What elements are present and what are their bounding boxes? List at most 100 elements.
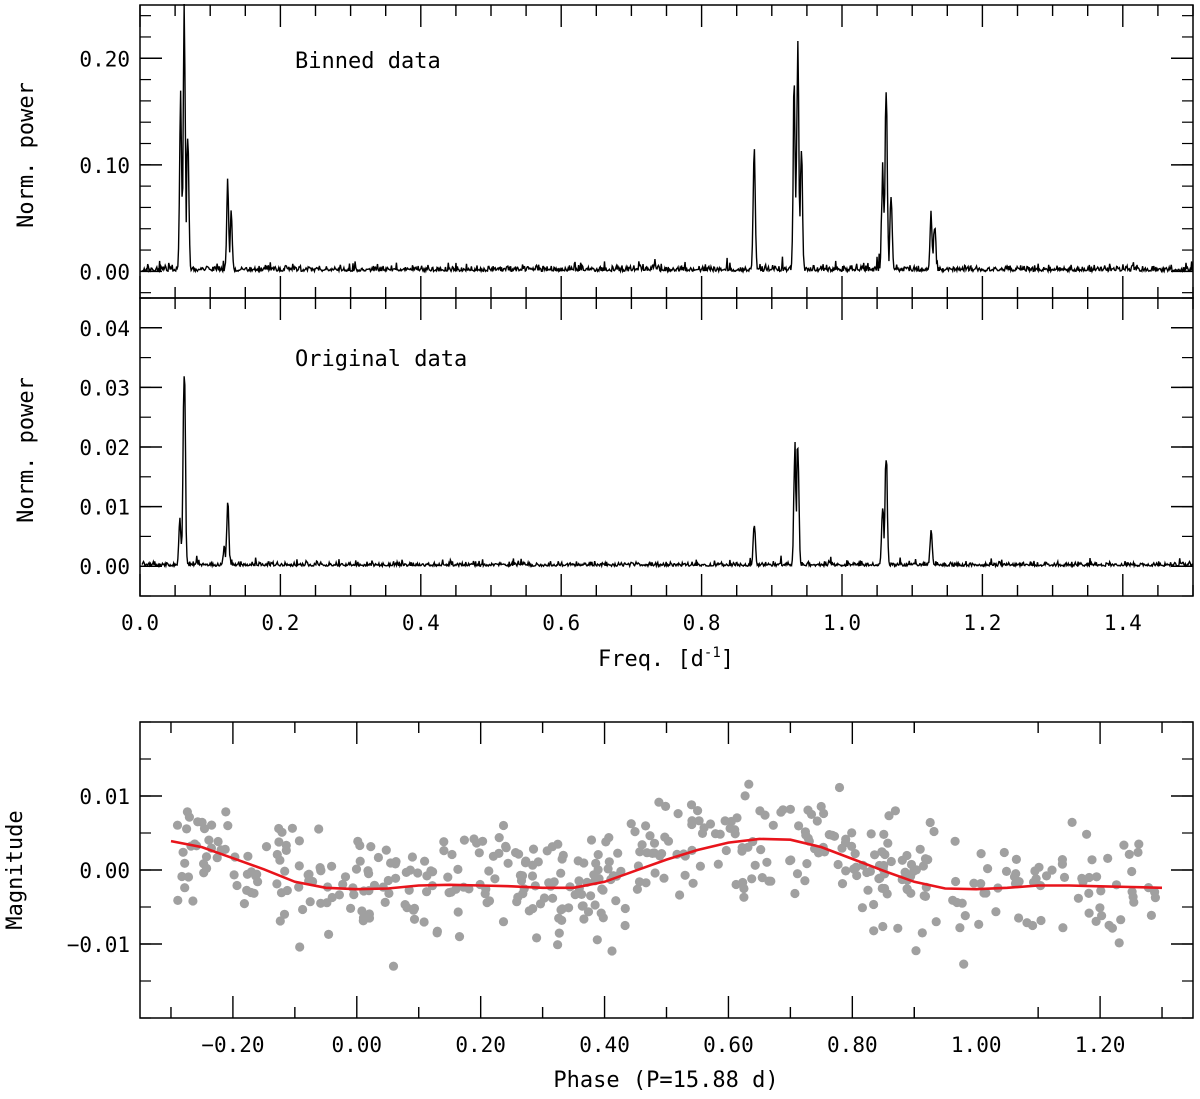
phase-point xyxy=(630,827,640,837)
phase-point xyxy=(850,849,860,859)
x-tick-label: 0.80 xyxy=(827,1033,878,1057)
phase-point xyxy=(553,940,563,950)
phase-point xyxy=(955,923,965,933)
phase-point xyxy=(1146,910,1156,921)
phase-point xyxy=(641,821,651,831)
middle-panel-ylabel: Norm. power xyxy=(14,377,39,523)
phase-point xyxy=(400,900,410,910)
phase-point xyxy=(357,906,367,916)
phase-point xyxy=(1150,893,1160,903)
phase-point xyxy=(713,859,723,869)
phase-point xyxy=(574,876,584,886)
phase-point xyxy=(806,809,817,820)
phase-point xyxy=(364,869,374,879)
phase-point xyxy=(1082,829,1092,839)
phase-point xyxy=(513,892,523,902)
phase-point xyxy=(957,898,967,908)
phase-point xyxy=(327,892,337,903)
x-tick-label: 0.0 xyxy=(121,611,159,635)
phase-point xyxy=(750,860,760,870)
phase-point xyxy=(863,885,873,895)
phase-point xyxy=(1087,855,1097,865)
phase-point xyxy=(276,888,287,898)
phase-point xyxy=(611,896,621,906)
phase-point xyxy=(598,885,608,895)
phase-point xyxy=(877,847,887,857)
x-tick-label: −0.20 xyxy=(201,1033,264,1057)
phase-point xyxy=(1127,887,1137,897)
phase-point xyxy=(645,831,655,841)
phase-point xyxy=(874,874,884,884)
phase-point xyxy=(604,857,614,867)
phase-point xyxy=(999,847,1009,858)
phase-point xyxy=(180,858,190,868)
phase-point xyxy=(381,845,391,855)
phase-point xyxy=(1067,817,1077,828)
phase-point xyxy=(983,864,993,874)
phase-point xyxy=(886,856,896,867)
phase-point xyxy=(577,889,587,900)
phase-point xyxy=(607,946,617,956)
phase-point xyxy=(598,913,608,923)
phase-point xyxy=(721,845,731,856)
phase-point xyxy=(298,904,308,915)
y-tick-label: 0.10 xyxy=(79,154,130,178)
phase-point xyxy=(757,873,767,883)
phase-point xyxy=(819,808,829,819)
phase-point xyxy=(603,864,613,874)
phase-point xyxy=(959,959,969,969)
phase-point xyxy=(1084,888,1094,899)
phase-point xyxy=(695,861,706,871)
phase-point xyxy=(384,888,394,899)
phase-point xyxy=(1091,916,1101,927)
phase-point xyxy=(747,874,757,884)
phase-point xyxy=(221,807,231,817)
phase-point xyxy=(246,867,256,877)
phase-point xyxy=(785,804,796,814)
phase-point xyxy=(634,877,645,887)
phase-point xyxy=(1124,849,1134,860)
phase-point xyxy=(287,823,297,833)
phase-point xyxy=(184,812,194,822)
phase-point xyxy=(212,853,222,863)
phase-point xyxy=(829,831,840,841)
phase-point xyxy=(879,860,889,871)
phase-point xyxy=(620,920,630,931)
phase-point xyxy=(182,824,192,834)
phase-point xyxy=(586,891,596,901)
phase-point xyxy=(866,829,876,839)
phase-point xyxy=(1097,911,1107,921)
phase-point xyxy=(847,828,857,838)
top-panel-ylabel: Norm. power xyxy=(14,82,39,228)
phase-point xyxy=(183,872,194,882)
x-tick-label: 1.00 xyxy=(951,1033,1002,1057)
phase-point xyxy=(484,866,494,876)
phase-point xyxy=(590,900,600,910)
phase-point xyxy=(974,919,984,930)
phase-point xyxy=(794,821,804,831)
phase-point xyxy=(180,883,190,893)
phase-point xyxy=(178,847,188,857)
phase-point xyxy=(305,897,315,907)
middle-panel-ticks: 0.00 0.01 0.02 0.03 0.04 0.0 0.2 0.4 0.6 0.8 1.0 1.… xyxy=(79,297,1194,635)
phase-point xyxy=(792,869,803,879)
phase-point xyxy=(388,961,399,971)
x-tick-label: 1.4 xyxy=(1104,611,1142,635)
phase-point xyxy=(737,843,747,853)
phase-point xyxy=(404,885,414,895)
x-tick-label: 0.20 xyxy=(455,1033,506,1057)
phase-point xyxy=(869,926,879,936)
phase-point xyxy=(391,873,401,883)
phase-point xyxy=(401,867,411,878)
phase-point xyxy=(834,782,845,793)
phase-point xyxy=(613,848,623,858)
phase-point xyxy=(439,837,449,847)
phase-point xyxy=(554,928,564,938)
phase-point xyxy=(346,903,356,914)
phase-point xyxy=(220,844,230,855)
phase-point xyxy=(1096,886,1106,896)
phase-point xyxy=(173,895,183,906)
y-tick-label: 0.00 xyxy=(79,859,130,883)
phase-point xyxy=(453,907,463,917)
phase-point xyxy=(280,866,290,876)
